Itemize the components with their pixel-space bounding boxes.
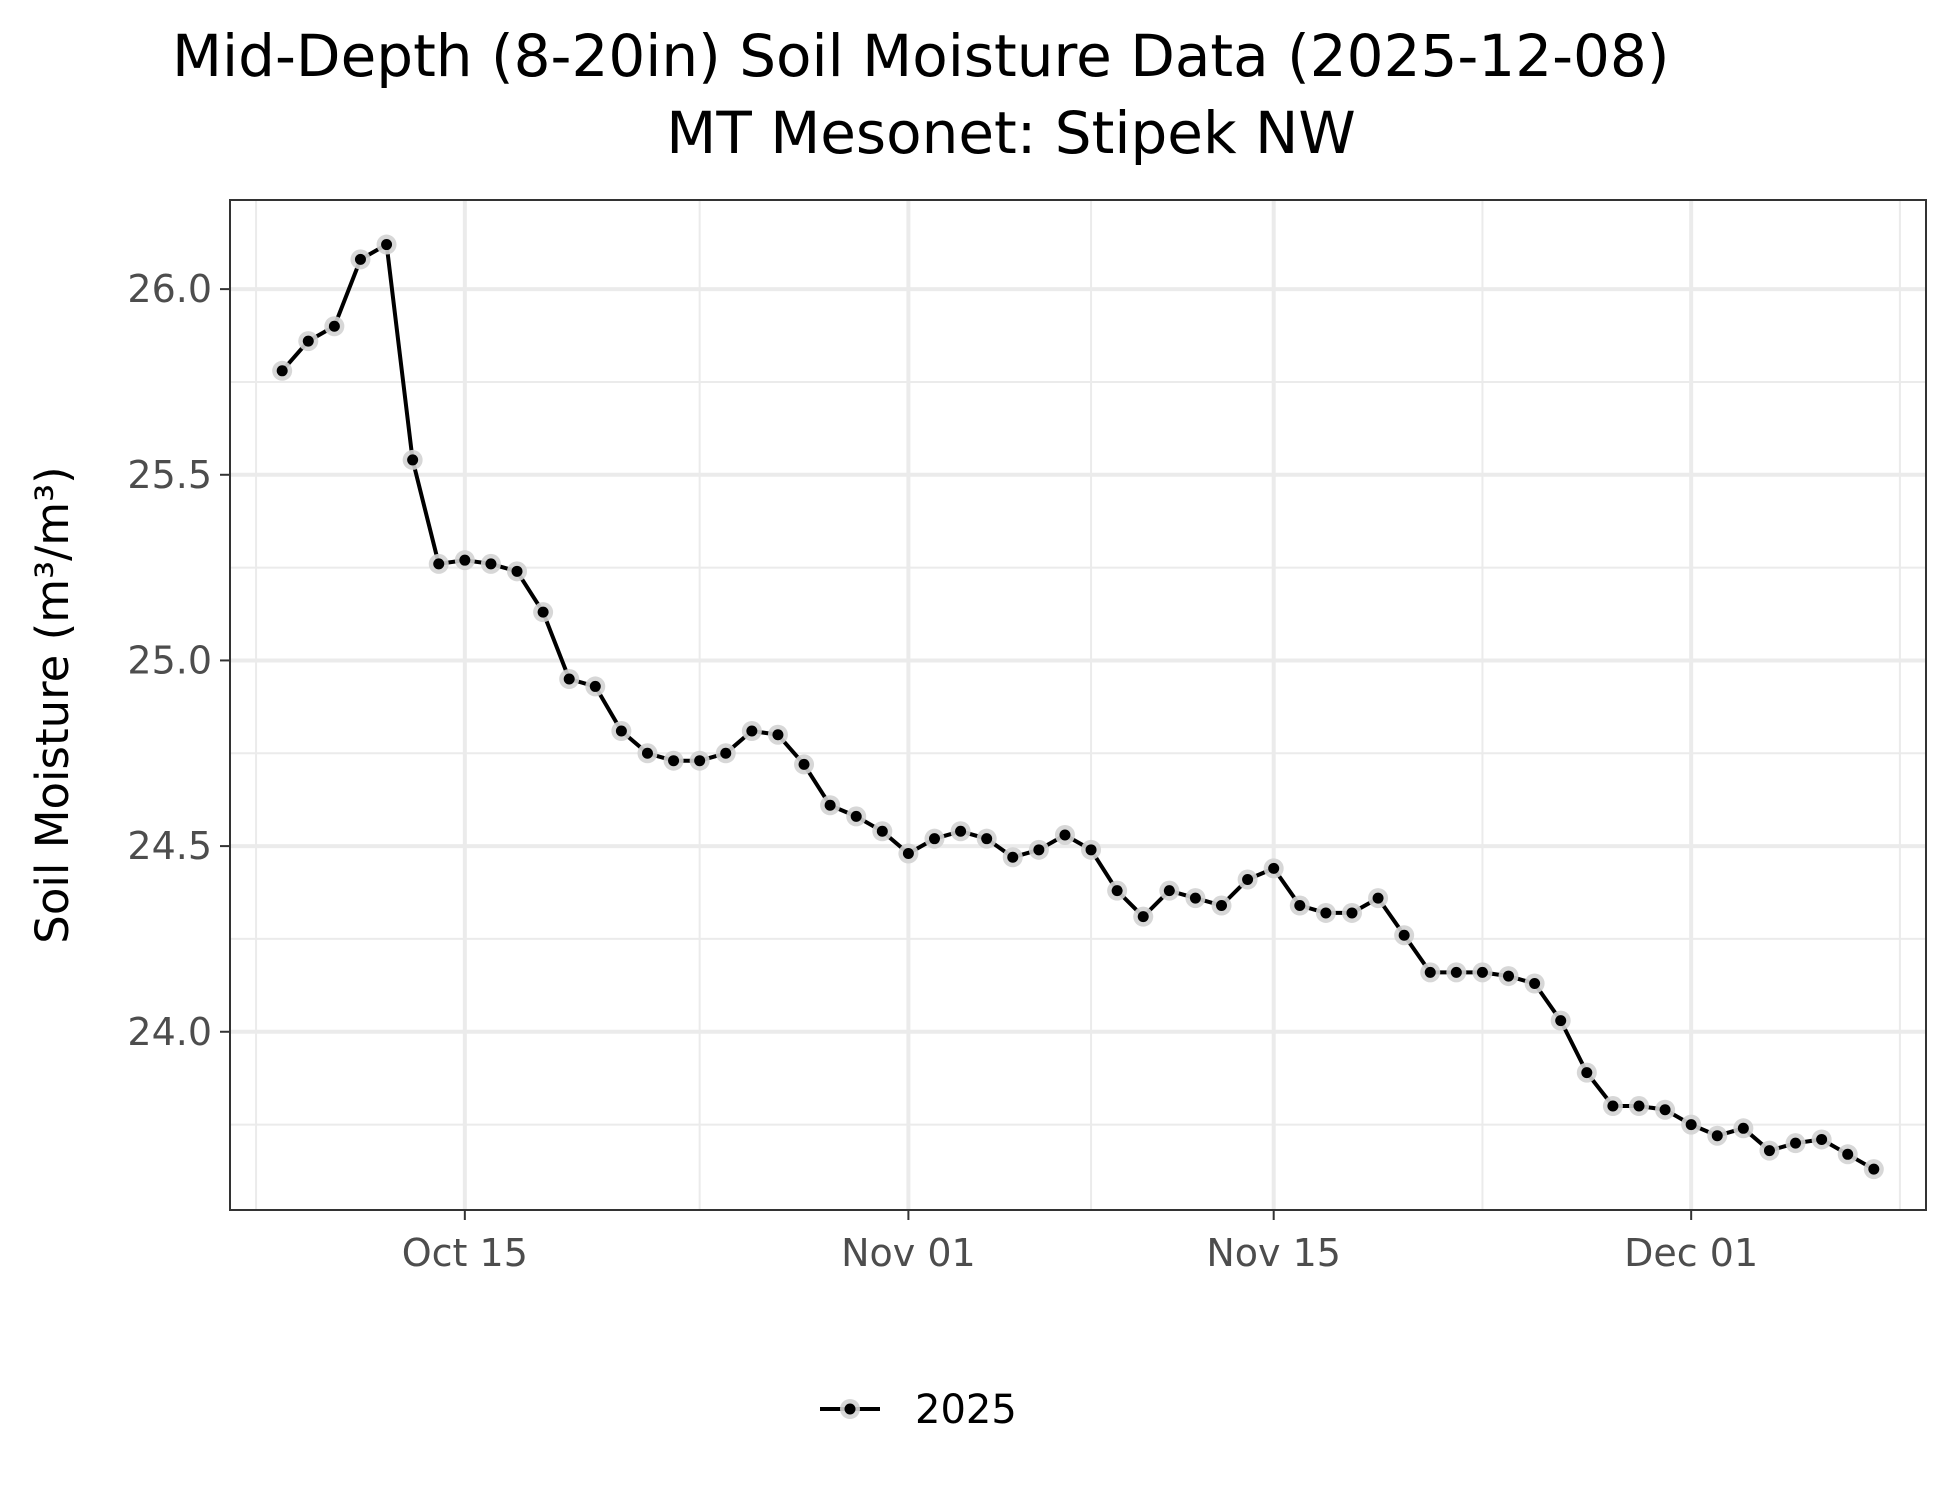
data-point xyxy=(1189,892,1201,904)
chart-title: Mid-Depth (8-20in) Soil Moisture Data (2… xyxy=(172,22,1669,90)
x-axis-ticks: Oct 15 Nov 01 Nov 15 Dec 01 xyxy=(402,1210,1758,1275)
panel-background xyxy=(230,200,1926,1210)
data-point xyxy=(981,833,993,845)
x-tick-label: Nov 15 xyxy=(1206,1231,1341,1275)
data-point xyxy=(772,729,784,741)
data-point xyxy=(798,758,810,770)
data-point xyxy=(1216,900,1228,912)
y-axis-ticks: 24.0 24.5 25.0 25.5 26.0 xyxy=(127,267,230,1054)
data-point xyxy=(1868,1163,1880,1175)
data-point xyxy=(589,680,601,692)
data-point xyxy=(615,725,627,737)
data-point xyxy=(876,825,888,837)
x-tick-label: Oct 15 xyxy=(402,1231,528,1275)
data-point xyxy=(1163,885,1175,897)
data-point xyxy=(1242,874,1254,886)
data-point xyxy=(928,833,940,845)
y-tick-label: 24.0 xyxy=(127,1010,212,1054)
data-point xyxy=(694,755,706,767)
data-point xyxy=(1763,1145,1775,1157)
panel-border xyxy=(229,199,1927,1211)
data-point xyxy=(563,673,575,685)
legend-key-point xyxy=(844,1403,856,1415)
chart-subtitle: MT Mesonet: Stipek NW xyxy=(666,99,1355,167)
data-point xyxy=(720,747,732,759)
data-point xyxy=(1346,907,1358,919)
data-point xyxy=(1685,1119,1697,1131)
data-point xyxy=(1476,966,1488,978)
data-point xyxy=(511,565,523,577)
data-point xyxy=(1790,1137,1802,1149)
data-point xyxy=(1320,907,1332,919)
y-tick-label: 25.0 xyxy=(127,638,212,682)
data-point xyxy=(1111,885,1123,897)
data-point xyxy=(850,810,862,822)
data-point xyxy=(381,239,393,251)
data-point xyxy=(1007,851,1019,863)
data-point xyxy=(1555,1015,1567,1027)
data-point xyxy=(1816,1133,1828,1145)
data-point xyxy=(1503,970,1515,982)
data-point xyxy=(1659,1104,1671,1116)
data-point xyxy=(459,554,471,566)
data-point xyxy=(1633,1100,1645,1112)
data-point xyxy=(1085,844,1097,856)
data-point xyxy=(433,558,445,570)
data-point xyxy=(1137,911,1149,923)
data-point xyxy=(1424,966,1436,978)
y-tick-label: 26.0 xyxy=(127,267,212,311)
data-point xyxy=(328,320,340,332)
data-point xyxy=(276,365,288,377)
data-point xyxy=(537,606,549,618)
data-point xyxy=(641,747,653,759)
plot-panel xyxy=(229,199,1927,1211)
data-point xyxy=(668,755,680,767)
legend: 2025 xyxy=(820,1387,1017,1433)
data-point xyxy=(1711,1130,1723,1142)
y-tick-label: 25.5 xyxy=(127,453,212,497)
data-point xyxy=(1398,929,1410,941)
grid-lines xyxy=(230,200,1926,1210)
data-point xyxy=(1529,977,1541,989)
data-point xyxy=(1294,900,1306,912)
x-tick-label: Nov 01 xyxy=(841,1231,976,1275)
data-point xyxy=(1268,862,1280,874)
data-point xyxy=(902,848,914,860)
data-point xyxy=(1033,844,1045,856)
legend-label: 2025 xyxy=(915,1387,1017,1433)
data-point xyxy=(1581,1067,1593,1079)
data-point xyxy=(1607,1100,1619,1112)
data-point xyxy=(746,725,758,737)
data-point xyxy=(1450,966,1462,978)
y-tick-label: 24.5 xyxy=(127,824,212,868)
x-tick-label: Dec 01 xyxy=(1624,1231,1758,1275)
data-point xyxy=(302,335,314,347)
y-axis-title: Soil Moisture (m³/m³) xyxy=(26,466,79,943)
data-point xyxy=(824,799,836,811)
data-point xyxy=(955,825,967,837)
data-point xyxy=(1059,829,1071,841)
data-point xyxy=(1372,892,1384,904)
data-point xyxy=(354,253,366,265)
data-point xyxy=(485,558,497,570)
data-point xyxy=(1842,1148,1854,1160)
data-point xyxy=(407,454,419,466)
series-layer xyxy=(272,234,1884,1180)
data-point xyxy=(1737,1122,1749,1134)
